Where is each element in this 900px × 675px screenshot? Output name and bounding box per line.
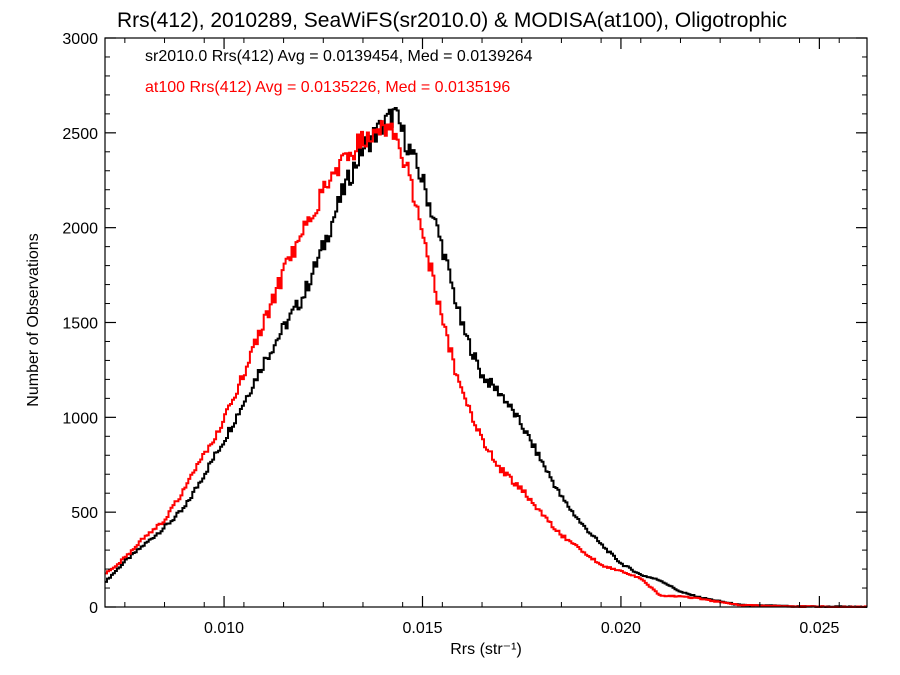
x-tick-label: 0.015 bbox=[402, 620, 442, 637]
plot-frame bbox=[104, 37, 868, 608]
y-tick-label: 3000 bbox=[62, 31, 98, 48]
x-axis-label: Rrs (str⁻¹) bbox=[450, 641, 522, 658]
x-tick-label: 0.010 bbox=[204, 620, 244, 637]
legend-entry-at100: at100 Rrs(412) Avg = 0.0135226, Med = 0.… bbox=[145, 79, 510, 96]
y-tick-label: 500 bbox=[71, 505, 98, 522]
chart-title: Rrs(412), 2010289, SeaWiFS(sr2010.0) & M… bbox=[117, 9, 787, 32]
y-tick-label: 2000 bbox=[62, 221, 98, 238]
series-line-sr2010-0 bbox=[105, 107, 867, 608]
x-tick-label: 0.020 bbox=[601, 620, 641, 637]
x-tick-label: 0.025 bbox=[799, 620, 839, 637]
y-tick-label: 1000 bbox=[62, 410, 98, 427]
y-tick-label: 1500 bbox=[62, 316, 98, 333]
legend-entry-sr2010: sr2010.0 Rrs(412) Avg = 0.0139454, Med =… bbox=[145, 48, 533, 65]
y-tick-label: 2500 bbox=[62, 126, 98, 143]
y-axis-label: Number of Observations bbox=[25, 233, 42, 406]
y-tick-label: 0 bbox=[89, 600, 98, 617]
series-line-at100 bbox=[105, 120, 867, 608]
